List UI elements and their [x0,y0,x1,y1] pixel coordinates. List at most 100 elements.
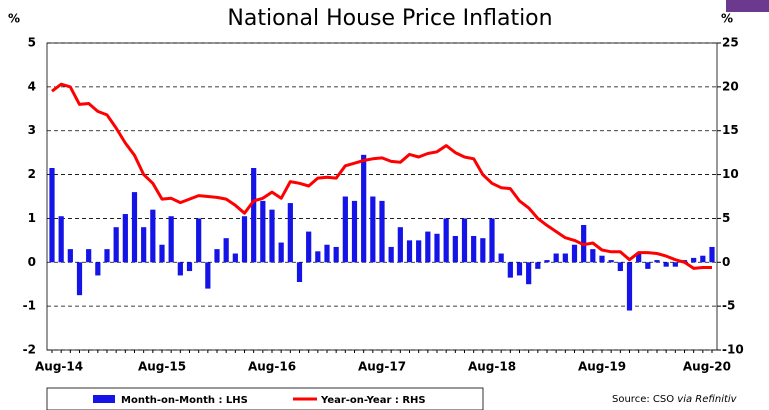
y-tick-label: 0 [28,255,36,269]
y-tick-label: -2 [23,343,36,357]
y-tick-label: 3 [28,123,36,137]
bar [608,260,614,263]
bar [571,244,578,263]
bar [416,240,422,263]
corner-badge [726,0,769,12]
bar [397,227,403,263]
bar [104,249,110,263]
bar [269,209,275,263]
bar [516,262,523,276]
bar [434,233,440,263]
bar [131,192,138,263]
bar [507,262,513,278]
bar [553,253,559,263]
y2-tick-label: -10 [722,343,744,357]
y2-tick-label: 0 [722,255,730,269]
legend-label: Year-on-Year : RHS [320,395,426,406]
y2-tick-label: 10 [722,167,739,181]
y-tick-label: 2 [28,167,36,181]
bar [461,218,468,263]
bar [113,227,119,263]
y-tick-label: -1 [23,299,36,313]
bar [361,154,367,263]
bar [278,242,284,263]
bar [95,262,101,276]
bar [498,253,504,263]
bar [590,249,596,263]
bar [296,262,303,283]
bar [251,167,257,263]
y2-axis-label: % [721,12,733,26]
bar [443,218,449,263]
line [51,82,712,270]
y2-tick-label: 5 [722,211,730,225]
bar [287,203,293,263]
bar [617,262,623,272]
bar [205,262,211,289]
bar [471,235,477,263]
x-tick-label: Aug-14 [35,360,83,374]
bar [122,214,128,263]
bar [342,196,348,263]
bar [232,253,238,263]
bar [241,216,248,263]
x-tick-label: Aug-17 [358,360,406,374]
y2-tick-label: 25 [722,36,739,50]
bar [425,231,431,263]
y-tick-label: 4 [28,79,36,93]
bar [562,253,568,263]
bar [214,249,220,263]
bar [535,262,541,269]
bar [388,246,394,263]
bar [150,209,156,263]
bar [67,249,73,263]
bar [526,262,532,285]
bar [186,262,193,272]
bar [709,246,715,263]
bar [700,255,706,263]
bar [645,262,651,269]
bar [49,167,55,263]
bar [351,200,358,263]
y-tick-label: 5 [28,36,36,50]
x-tick-label: Aug-15 [138,360,186,374]
y2-tick-label: -5 [722,299,735,313]
bar [636,253,642,263]
plot-frame [46,42,718,351]
bar [452,235,458,263]
bar [663,262,669,267]
y-axis-label: % [8,12,20,26]
bar [159,244,165,263]
legend-label: Month-on-Month : LHS [121,395,248,406]
bar [333,246,339,263]
bar [260,200,266,263]
bar [177,262,183,276]
bar [626,262,633,311]
x-tick-label: Aug-19 [578,360,626,374]
bar [76,262,83,296]
chart-title: National House Price Inflation [227,6,552,31]
legend-swatch [93,395,115,403]
y2-tick-label: 20 [722,79,739,93]
bar [406,240,413,263]
bar [196,218,202,263]
x-tick-label: Aug-16 [248,360,296,374]
bar [58,216,64,263]
bar [370,196,376,263]
legend-box [46,387,484,410]
bar [315,251,321,263]
bar [141,227,147,263]
x-tick-label: Aug-18 [468,360,516,374]
bar [599,255,605,263]
bar [544,260,550,263]
bar [691,257,697,263]
bar [379,200,385,263]
y-tick-label: 1 [28,211,36,225]
bar [223,238,229,263]
bar [324,244,330,263]
bar [86,249,92,263]
bar [306,231,312,263]
bar [654,260,660,263]
bar [480,238,486,263]
